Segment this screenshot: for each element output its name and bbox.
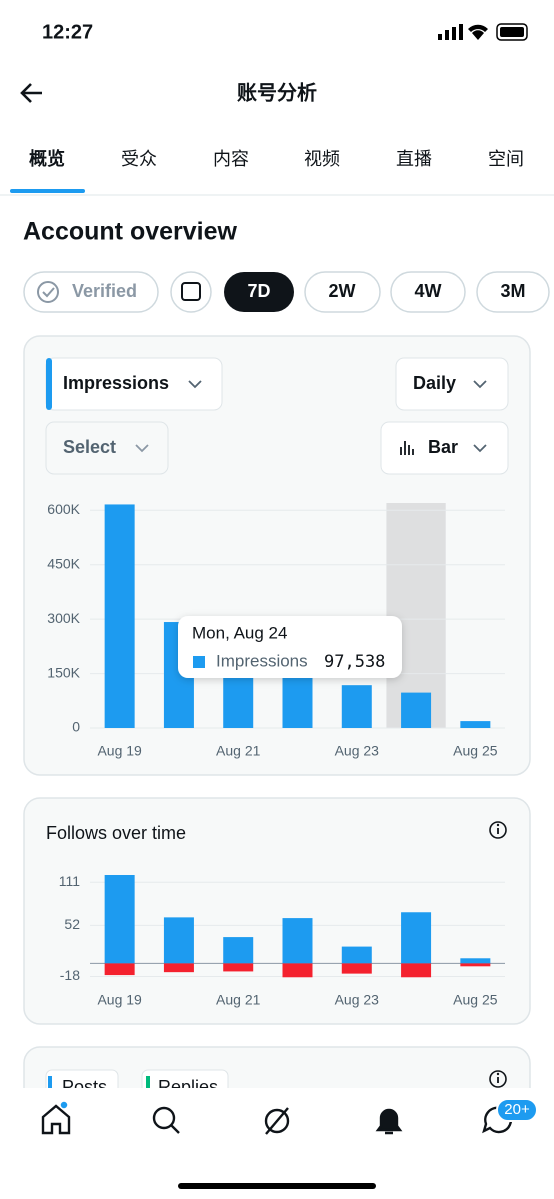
x-tick-label: Aug 25 [453, 992, 498, 1008]
badge [496, 1098, 538, 1122]
chip-label: 3M [500, 281, 525, 301]
header-title: 账号分析 [237, 81, 317, 104]
tooltip-value: 97,538 [324, 652, 385, 672]
metric-label: Impressions [63, 373, 169, 393]
status-time: 12:27 [42, 21, 93, 43]
nav-search[interactable] [152, 1106, 180, 1134]
chevron [188, 380, 202, 389]
nav-dot [59, 1100, 69, 1110]
chart-title: Follows over time [46, 823, 186, 843]
bar[interactable] [341, 946, 372, 964]
chevron [135, 444, 149, 453]
back-button[interactable] [20, 83, 42, 103]
nav-home[interactable] [41, 1104, 71, 1135]
badge-count: 20+ [504, 1101, 530, 1118]
hover-band [386, 503, 446, 728]
calendar-chip[interactable] [170, 271, 212, 313]
bar[interactable] [223, 937, 254, 964]
chevron [473, 444, 487, 453]
tab[interactable]: 受众 [121, 149, 157, 169]
controls: Impressions Daily Select Bar [45, 357, 509, 475]
bar[interactable] [341, 963, 372, 974]
tab[interactable]: 内容 [213, 149, 249, 169]
compare-label: Select [63, 437, 116, 457]
y-tick-label: 150K [47, 664, 80, 680]
style-label: Bar [428, 437, 458, 457]
chip[interactable] [304, 271, 381, 313]
x-tick-label: Aug 19 [97, 743, 142, 759]
chip-label: Verified [72, 281, 137, 301]
tooltip-title: Mon, Aug 24 [192, 623, 287, 642]
chip-selected[interactable] [224, 272, 294, 312]
bar[interactable] [401, 963, 432, 978]
bar[interactable] [223, 963, 254, 972]
compare-select[interactable] [45, 421, 169, 475]
bar[interactable] [341, 685, 372, 728]
info-icon[interactable] [489, 821, 507, 839]
chip[interactable] [390, 271, 466, 313]
y-tick-label: 450K [47, 555, 80, 571]
chevron [473, 380, 487, 389]
legend-color [48, 1076, 52, 1096]
y-tick-label: 0 [72, 719, 80, 735]
nav-grok[interactable] [264, 1107, 290, 1135]
bar[interactable] [104, 875, 135, 964]
x-tick-label: Aug 21 [216, 992, 261, 1008]
bar[interactable] [104, 504, 135, 728]
bar[interactable] [460, 963, 491, 967]
tooltip: Mon, Aug 24 Impressions 97,538 [178, 616, 402, 678]
legend-color [146, 1076, 150, 1096]
bar[interactable] [401, 912, 432, 964]
bar[interactable] [163, 963, 194, 973]
interval-select[interactable] [395, 357, 509, 411]
home-indicator [178, 1183, 376, 1189]
section-title: Account overview [23, 218, 238, 246]
tab[interactable]: 空间 [488, 149, 524, 169]
y-tick-label: 600K [47, 501, 80, 517]
tab[interactable]: 视频 [304, 149, 340, 169]
verified-icon [37, 281, 59, 303]
y-tick-label: -18 [60, 967, 80, 983]
x-tick-label: Aug 21 [216, 743, 261, 759]
y-tick-label: 52 [64, 916, 80, 932]
bar-icon [400, 441, 414, 455]
chip[interactable] [476, 271, 550, 313]
tooltip-swatch [193, 656, 205, 668]
tab-indicator [10, 189, 85, 193]
y-tick-label: 300K [47, 610, 80, 626]
bottom-nav [0, 1088, 554, 1199]
bar[interactable] [401, 692, 432, 728]
chip-label: 4W [415, 281, 442, 301]
calendar-icon [181, 282, 201, 301]
y-tick-label: 111 [59, 873, 80, 889]
x-tick-label: Aug 19 [97, 992, 142, 1008]
tooltip-box [178, 616, 402, 678]
bar[interactable] [282, 677, 313, 728]
info-icon[interactable] [489, 1070, 507, 1088]
verified-chip[interactable] [23, 271, 159, 313]
chip-label: 2W [329, 281, 356, 301]
tooltip-series: Impressions [216, 651, 308, 670]
interval-label: Daily [413, 373, 456, 393]
bar[interactable] [282, 963, 313, 978]
x-tick-label: Aug 23 [335, 992, 380, 1008]
status-icons [438, 23, 528, 41]
bar[interactable] [460, 958, 491, 964]
metric-color [46, 358, 52, 410]
bar[interactable] [163, 917, 194, 964]
x-tick-label: Aug 25 [453, 743, 498, 759]
chips: Verified 7D 2W 4W 3M [23, 271, 550, 313]
tab[interactable]: 概览 [29, 148, 65, 169]
nav-notifications[interactable] [375, 1108, 403, 1135]
bar[interactable] [282, 918, 313, 964]
style-select[interactable] [380, 421, 509, 475]
bar[interactable] [460, 721, 491, 728]
chip-label: 7D [247, 281, 270, 301]
x-tick-label: Aug 23 [335, 743, 380, 759]
tab[interactable]: 直播 [396, 149, 432, 169]
check [42, 287, 55, 298]
bar[interactable] [104, 963, 135, 976]
